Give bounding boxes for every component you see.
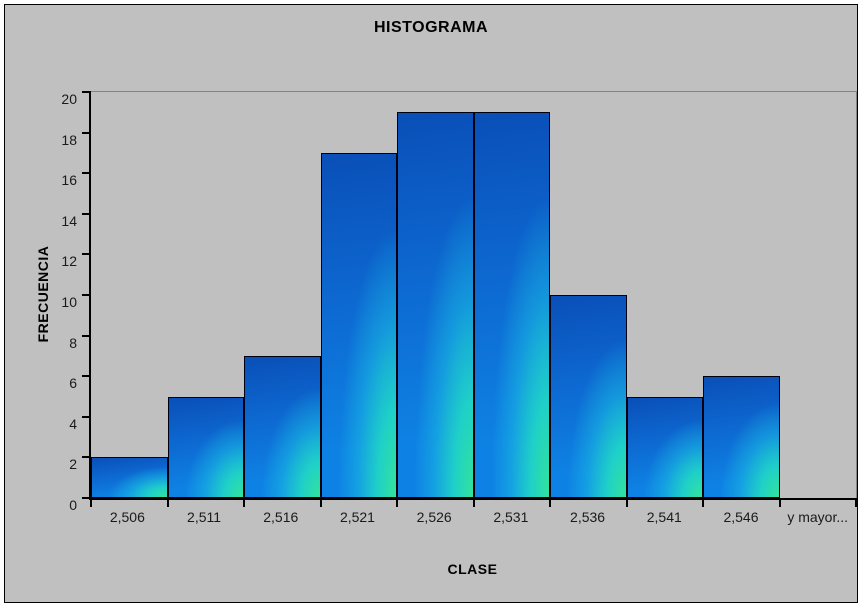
bar-cell	[320, 92, 397, 498]
bar-cell	[626, 92, 703, 498]
x-axis-tick	[90, 498, 92, 507]
x-axis-title: CLASE	[447, 561, 498, 577]
x-category-label: 2,526	[416, 509, 452, 525]
plot-area: 0 2 4 6 8 10 12 14 16 18 20	[61, 91, 857, 512]
y-axis-tick	[82, 253, 91, 256]
bar-cell	[91, 92, 168, 498]
x-category-label: 2,531	[493, 509, 529, 525]
y-axis-tick	[82, 375, 91, 378]
bar	[550, 295, 627, 498]
x-category-label: y mayor...	[787, 509, 849, 525]
bar	[91, 457, 168, 498]
x-axis-tick	[319, 498, 322, 507]
x-axis-tick	[778, 498, 781, 507]
y-axis-tick	[82, 456, 91, 459]
x-category-label: 2,511	[187, 509, 222, 525]
y-axis-tick	[82, 172, 91, 175]
chart-frame: HISTOGRAMA FRECUENCIA 0 2 4 6 8 10 12 14 16 18 20 …	[4, 4, 858, 603]
bar	[397, 112, 474, 498]
x-axis-tick	[549, 498, 551, 507]
bar	[626, 396, 703, 498]
bar-cell	[473, 92, 550, 498]
y-tick-label: 10	[61, 294, 77, 310]
x-axis-tick	[855, 498, 857, 507]
y-tick-label: 14	[61, 212, 77, 229]
x-axis-tick	[396, 498, 398, 507]
bar-cell	[244, 92, 321, 498]
y-axis-tick	[82, 497, 91, 499]
bar-cell	[167, 92, 244, 498]
x-category-label: 2,541	[646, 509, 682, 525]
bar	[167, 396, 244, 498]
bar-cell	[550, 92, 627, 498]
x-category-label: 2,536	[570, 509, 606, 525]
bar	[244, 355, 321, 498]
bar	[320, 152, 397, 498]
bar	[473, 112, 550, 498]
y-axis-tick	[82, 131, 91, 134]
chart-title: HISTOGRAMA	[373, 19, 489, 36]
x-category-labels: 2,506 2,511 2,516 2,521 2,526 2,531 2,536 2,541…	[89, 507, 856, 528]
y-tick-label: 12	[61, 253, 77, 270]
x-category-label: 2,506	[109, 509, 145, 525]
bar	[703, 376, 780, 498]
x-axis-tick	[166, 498, 169, 507]
y-tick-label: 8	[69, 334, 77, 351]
x-axis-tick	[625, 498, 628, 507]
x-category-label: 2,521	[339, 509, 375, 525]
y-axis-tick	[82, 212, 91, 215]
y-tick-label: 18	[61, 131, 77, 148]
y-tick-label: 20	[61, 91, 77, 107]
y-axis-tick	[82, 294, 91, 296]
x-axis-tick	[243, 498, 245, 507]
y-axis-tick	[82, 91, 91, 93]
y-axis-tick	[82, 334, 91, 337]
y-axis-tick	[82, 415, 91, 418]
bar-cell	[780, 92, 857, 498]
y-tick-label: 0	[69, 497, 77, 513]
x-axis-tick	[472, 498, 475, 507]
y-tick-label: 4	[69, 415, 77, 432]
bar-cell	[703, 92, 780, 498]
bars-row	[91, 92, 856, 498]
x-category-label: 2,516	[263, 509, 299, 525]
y-tick-label: 16	[61, 172, 77, 189]
bar-cell	[397, 92, 474, 498]
x-axis-tick	[702, 498, 704, 507]
x-category-label: 2,546	[723, 509, 759, 525]
y-tick-label: 2	[69, 456, 77, 473]
y-tick-label: 6	[69, 375, 77, 392]
